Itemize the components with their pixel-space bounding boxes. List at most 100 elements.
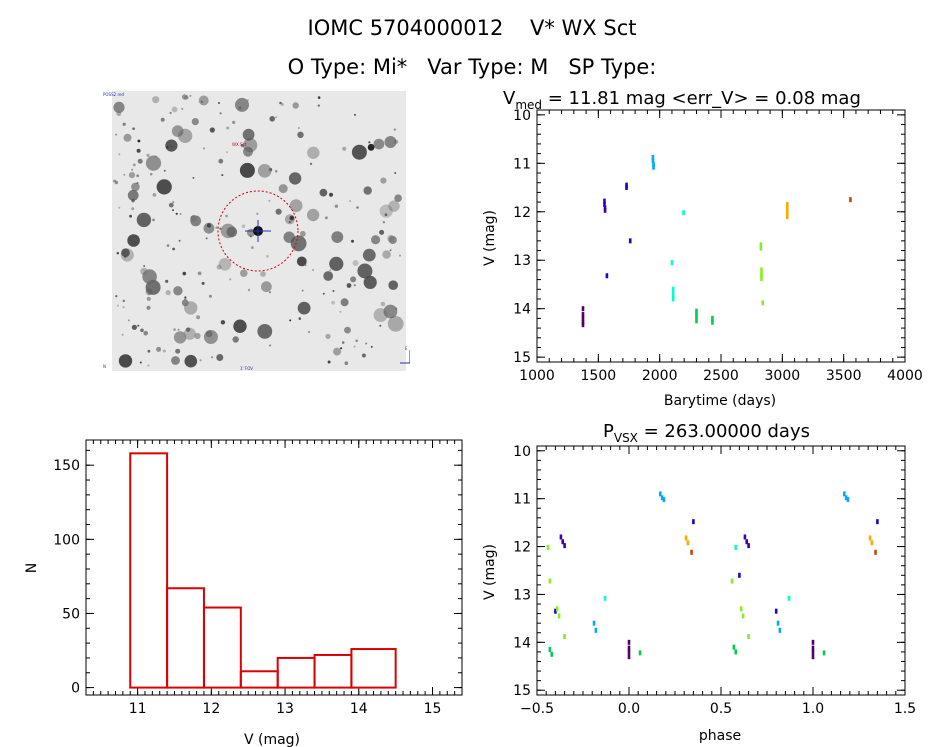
phase-curve-point	[627, 645, 631, 651]
star-dot	[353, 345, 356, 348]
star-dot	[329, 192, 333, 197]
chart-title-line2: O Type: Mi* Var Type: M SP Type:	[287, 55, 657, 79]
star-dot	[146, 153, 150, 157]
star-dot	[145, 155, 162, 171]
star-dot	[379, 204, 393, 218]
star-dot	[203, 330, 218, 344]
star-dot	[165, 279, 169, 283]
star-dot	[379, 324, 382, 327]
star-dot	[181, 107, 184, 110]
star-dot	[352, 260, 359, 266]
star-dot	[122, 306, 125, 309]
star-dot	[173, 328, 176, 331]
phase-curve-point	[846, 497, 850, 503]
star-dot	[137, 139, 141, 143]
star-dot	[351, 239, 354, 243]
star-dot	[198, 95, 209, 106]
star-dot	[353, 284, 356, 287]
phase-curve-point	[741, 613, 745, 619]
star-dot	[113, 101, 125, 113]
light-curve-point	[711, 319, 714, 325]
light-curve-point	[603, 198, 606, 204]
star-dot	[121, 248, 130, 257]
star-dot	[394, 172, 397, 174]
histogram-x-tick-label: 12	[202, 701, 220, 717]
phase-curve-point	[559, 534, 563, 540]
star-dot	[279, 101, 282, 105]
star-dot	[371, 235, 381, 245]
star-dot	[229, 278, 232, 281]
phase-curve-point	[660, 495, 664, 501]
star-dot	[175, 348, 181, 354]
light-curve-y-tick-label: 13	[513, 253, 531, 269]
svg-text:PVSX = 263.00000 days: PVSX = 263.00000 days	[603, 421, 810, 445]
star-dot	[140, 267, 148, 276]
star-dot	[137, 158, 143, 164]
star-dot	[307, 330, 311, 334]
star-dot	[323, 271, 334, 281]
histogram-bar	[350, 648, 397, 689]
star-dot	[373, 308, 388, 323]
star-dot	[197, 271, 202, 276]
star-dot	[269, 344, 272, 347]
star-dot	[145, 288, 153, 296]
star-dot	[211, 356, 214, 359]
light-curve-point	[671, 286, 675, 292]
star-dot	[332, 290, 335, 292]
light-curve-point	[785, 205, 789, 211]
phase-curve-xlabel: phase	[699, 728, 741, 744]
phase-curve-point	[561, 539, 565, 545]
phase-curve-plot-area: −0.5 0.0 0.5 1.0 1.5 10 11 12 13 14 15	[513, 444, 916, 717]
star-dot	[382, 250, 391, 259]
light-curve-point	[651, 158, 655, 164]
star-dot	[246, 99, 249, 102]
star-dot	[190, 215, 202, 227]
star-dot	[297, 131, 304, 138]
light-curve-point	[671, 296, 675, 302]
light-curve-point	[652, 161, 655, 167]
star-dot	[380, 301, 386, 307]
phase-curve-point	[550, 651, 554, 657]
star-dot	[152, 193, 157, 197]
star-dot	[388, 280, 399, 290]
star-dot	[172, 209, 174, 212]
star-dot	[240, 269, 248, 277]
histogram-bar	[166, 587, 205, 689]
star-dot	[173, 286, 183, 296]
light-curve-point	[671, 291, 675, 297]
star-dot	[128, 172, 136, 179]
target-circle	[217, 190, 299, 272]
star-dot	[181, 299, 189, 307]
histogram-y-tick-label: 150	[53, 458, 80, 474]
light-curve-point	[670, 260, 674, 266]
star-dot	[118, 206, 121, 209]
phase-curve-point	[811, 649, 815, 655]
phase-curve-point	[734, 649, 738, 655]
phase-curve-point	[594, 627, 598, 633]
star-dot	[152, 96, 160, 104]
star-dot	[115, 133, 118, 136]
star-dot	[257, 164, 272, 178]
star-dot	[340, 347, 343, 350]
phase-curve-point	[844, 495, 848, 501]
star-dot	[166, 146, 169, 149]
phase-curve-point	[546, 545, 550, 551]
star-dot	[280, 103, 284, 106]
phase-curve-point	[690, 549, 693, 555]
star-dot	[317, 104, 320, 107]
star-dot	[331, 300, 335, 305]
star-dot	[317, 96, 321, 99]
star-dot	[380, 177, 387, 184]
light-curve-point	[759, 242, 763, 248]
star-dot	[241, 224, 246, 228]
star-dot	[129, 214, 132, 218]
light-curve-x-tick-label: 2500	[703, 368, 739, 384]
phase-curve-point	[778, 627, 782, 633]
star-dot	[365, 342, 368, 345]
star-dot	[261, 281, 272, 293]
phase-curve-point	[592, 620, 596, 626]
star-dot	[233, 319, 247, 333]
star-dot	[114, 180, 119, 185]
star-dot	[139, 361, 142, 364]
star-dot	[333, 347, 342, 356]
